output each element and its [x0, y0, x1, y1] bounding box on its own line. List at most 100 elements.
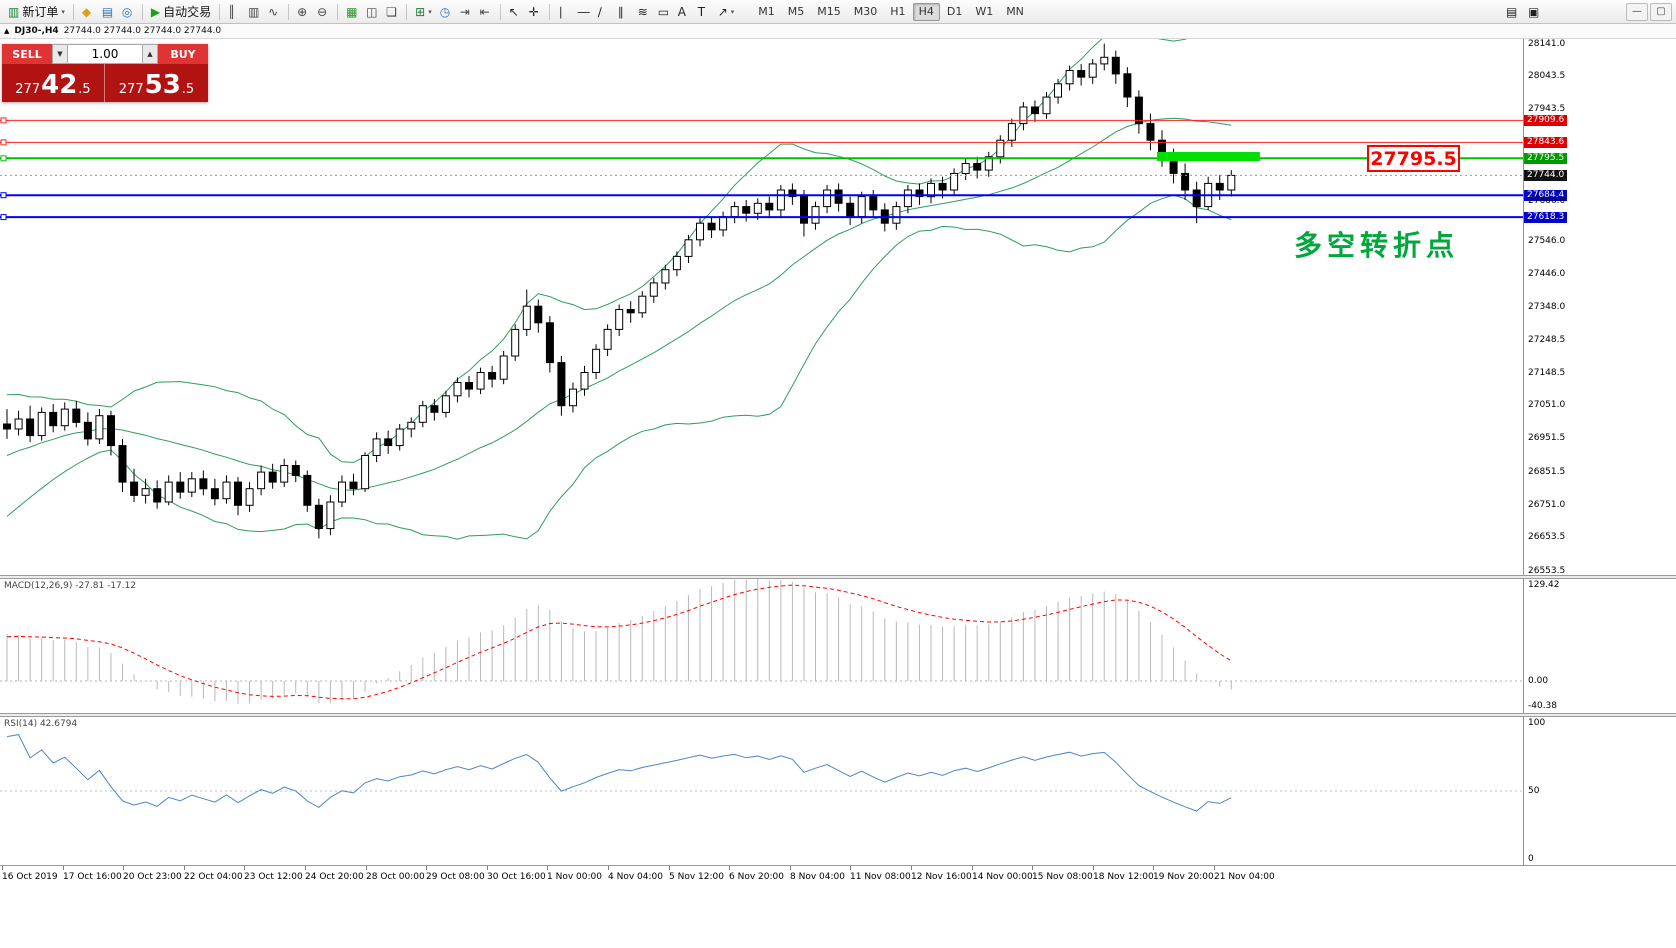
data-window-button[interactable]: ▤ [98, 2, 118, 22]
zoom-in-button[interactable]: ⊕ [293, 2, 313, 22]
text-tool-button[interactable]: A [674, 2, 694, 22]
macd-label: MACD(12,26,9) -27.81 -17.12 [4, 581, 137, 591]
fibonacci-tool-button[interactable]: ≋ [634, 2, 654, 22]
vertical-line-tool-button[interactable]: ∣ [554, 2, 574, 22]
sell-button[interactable]: SELL [2, 44, 52, 64]
volume-decrease-button[interactable]: ▼ [52, 44, 68, 64]
macd-canvas[interactable] [0, 579, 1523, 713]
vertical-line-tool-icon: ∣ [557, 4, 564, 19]
chart-shift-button[interactable]: ⇤ [476, 2, 496, 22]
trendline-tool-icon: ∕ [597, 4, 602, 19]
data-window-icon: ▤ [101, 4, 114, 19]
volume-input[interactable]: 1.00 [68, 44, 142, 64]
toolbar-separator [288, 3, 290, 20]
line-handle[interactable] [0, 155, 7, 162]
candle-body [441, 395, 450, 413]
new-order-button[interactable]: ▥ 新订单 ▾ [4, 2, 69, 22]
candle-body [222, 481, 231, 500]
minimize-window-button[interactable]: — [1626, 2, 1648, 21]
candle-body [765, 202, 774, 211]
candle-body [950, 172, 959, 191]
timeframe-w1-button[interactable]: W1 [975, 5, 994, 18]
timeframe-h1-button[interactable]: H1 [890, 5, 906, 18]
line-handle[interactable] [0, 192, 7, 199]
buy-price-big: 53 [144, 70, 181, 100]
candle-body [1007, 123, 1016, 141]
timeframe-mn-button[interactable]: MN [1006, 5, 1024, 18]
grid-button[interactable]: ▦ [342, 2, 362, 22]
auto-scroll-button[interactable]: ⇥ [456, 2, 476, 22]
horizontal-line-tool-button[interactable]: ― [574, 2, 594, 22]
time-tick [608, 866, 609, 870]
price-tick-label: 27051.0 [1528, 400, 1566, 410]
timeframe-m30-button[interactable]: M30 [853, 5, 878, 18]
timeframe-m1-button[interactable]: M1 [758, 5, 775, 18]
line-handle[interactable] [0, 214, 7, 221]
candle-body [361, 455, 370, 490]
print-preview-button[interactable]: ▣ [1528, 4, 1540, 19]
trade-panel-prices: 277 42.5 277 53.5 [2, 64, 208, 102]
cascade-windows-button[interactable]: ❏ [382, 2, 402, 22]
highlight-zone[interactable] [1157, 152, 1260, 161]
panel-separator[interactable] [0, 575, 1676, 579]
volume-increase-button[interactable]: ▲ [142, 44, 158, 64]
timeframe-d1-button[interactable]: D1 [946, 5, 963, 18]
time-tick [1214, 866, 1215, 870]
candle-body [488, 372, 497, 380]
price-tick-label: 27148.5 [1528, 368, 1566, 378]
turning-point-annotation[interactable]: 多空转折点 [1294, 229, 1460, 262]
crosshair-button[interactable]: ✛ [525, 2, 545, 22]
sell-price-display[interactable]: 277 42.5 [2, 64, 105, 102]
candle-body [257, 471, 266, 490]
trendline-tool-button[interactable]: ∕ [594, 2, 614, 22]
bar-chart-type-icon: ║ [228, 4, 236, 19]
new-order-label: 新订单 [22, 5, 59, 19]
timeframe-m15-button[interactable]: M15 [817, 5, 841, 18]
tile-windows-button[interactable]: ◫ [362, 2, 382, 22]
bar-chart-type-button[interactable]: ║ [224, 2, 244, 22]
auto-trading-button[interactable]: ▶ 自动交易 [147, 2, 215, 22]
cursor-button[interactable]: ↖ [505, 2, 525, 22]
new-chart-button[interactable]: ⊞ ▾ [411, 2, 436, 22]
print-button[interactable]: ▤ [1506, 4, 1518, 19]
panel-separator[interactable] [0, 713, 1676, 717]
candle-body [153, 488, 162, 503]
rsi-canvas[interactable] [0, 717, 1523, 865]
line-chart-type-button[interactable]: ∿ [264, 2, 284, 22]
price-tick-label: 26751.0 [1528, 500, 1566, 510]
navigator-button[interactable]: ◎ [118, 2, 138, 22]
line-handle[interactable] [0, 117, 7, 124]
chart-collapse-icon[interactable]: ▲ [4, 27, 10, 35]
buy-button[interactable]: BUY [158, 44, 208, 64]
horizontal-lines[interactable] [0, 117, 1523, 221]
time-label: 30 Oct 16:00 [487, 872, 546, 882]
line-handle[interactable] [0, 139, 7, 146]
channel-tool-button[interactable]: ∥ [614, 2, 634, 22]
price-line-badge: 27843.6 [1524, 137, 1568, 148]
time-label: 12 Nov 16:00 [911, 872, 972, 882]
line-chart-type-icon: ∿ [268, 4, 279, 19]
macd-axis-zero-label: 0.00 [1528, 676, 1549, 686]
restore-window-button[interactable]: ▢ [1650, 2, 1672, 21]
candle-body [534, 305, 543, 324]
timeframe-m5-button[interactable]: M5 [787, 5, 805, 18]
zoom-out-button[interactable]: ⊖ [313, 2, 333, 22]
shapes-tool-button[interactable]: ▭ [654, 2, 674, 22]
price-tick-label: 27666.0 [1528, 196, 1566, 206]
candlestick-chart-type-button[interactable]: ▥ [244, 2, 264, 22]
cascade-windows-icon: ❏ [386, 4, 397, 19]
time-tick [366, 866, 367, 870]
timeframe-h4-button[interactable]: H4 [912, 2, 940, 21]
candle-body [996, 139, 1005, 158]
text-label-tool-button[interactable]: T [694, 2, 714, 22]
price-chart-canvas[interactable] [0, 39, 1523, 575]
time-tick [426, 866, 427, 870]
buy-price-display[interactable]: 277 53.5 [105, 64, 208, 102]
period-clock-button[interactable]: ◷ [436, 2, 456, 22]
new-order-icon: ▥ [8, 4, 20, 19]
market-watch-button[interactable]: ◆ [78, 2, 98, 22]
price-callout-label[interactable]: 27795.5 [1367, 145, 1460, 172]
candle-body [291, 465, 300, 476]
arrows-tool-button[interactable]: ↗ ▾ [714, 2, 739, 22]
candle-body [938, 182, 947, 191]
